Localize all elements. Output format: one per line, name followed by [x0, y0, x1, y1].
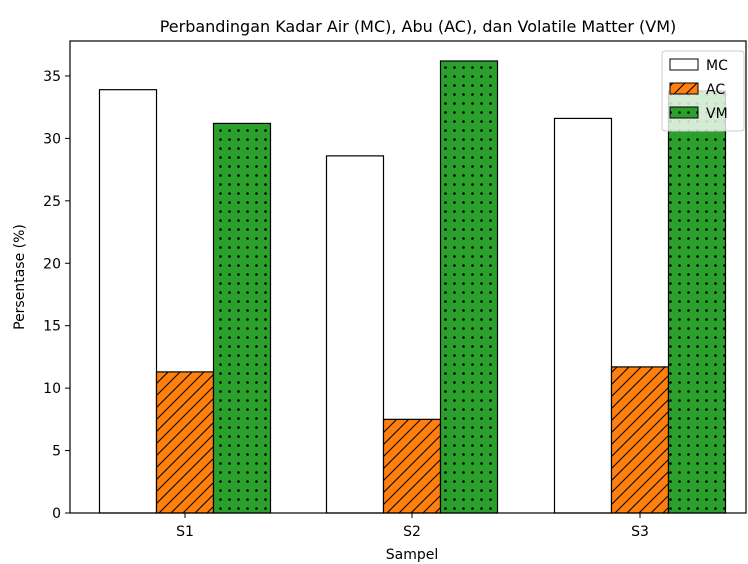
- legend-swatch-mc: [669, 58, 699, 71]
- y-tick-label: 25: [43, 194, 61, 210]
- y-axis: 0 5 10 15 20 25 30 35: [43, 69, 70, 522]
- y-tick-label: 30: [43, 131, 61, 147]
- bar-ac-s2: [382, 418, 442, 514]
- bar-mc-s1: [98, 89, 158, 514]
- x-tick-label: S1: [176, 524, 194, 540]
- bar-vm-s3: [667, 90, 727, 514]
- y-tick-label: 15: [43, 319, 61, 335]
- x-axis: S1 S2 S3: [176, 513, 649, 540]
- y-tick-label: 10: [43, 381, 61, 397]
- bar-vm-s1: [212, 122, 272, 514]
- bar-ac-s1: [155, 371, 215, 514]
- y-tick-label: 35: [43, 69, 61, 85]
- chart-title: Perbandingan Kadar Air (MC), Abu (AC), d…: [160, 17, 677, 36]
- legend-swatch-ac: [669, 82, 699, 95]
- y-tick-label: 0: [52, 506, 61, 522]
- legend-label-mc: MC: [706, 58, 728, 74]
- legend-label-vm: VM: [706, 106, 728, 122]
- x-tick-label: S2: [403, 524, 421, 540]
- legend: MC AC VM: [661, 50, 745, 132]
- bar-mc-s2: [325, 155, 385, 514]
- bar-vm-s2: [439, 60, 499, 514]
- legend-label-ac: AC: [706, 82, 725, 98]
- bar-ac-s3: [610, 366, 670, 514]
- x-tick-label: S3: [631, 524, 649, 540]
- legend-swatch-vm: [669, 106, 699, 119]
- plot-frame: [69, 40, 747, 514]
- x-axis-label: Sampel: [386, 547, 439, 563]
- y-tick-label: 5: [52, 444, 61, 460]
- bar-mc-s3: [553, 117, 613, 514]
- y-axis-label: Persentase (%): [12, 224, 28, 330]
- y-tick-label: 20: [43, 256, 61, 272]
- bars-group: [98, 60, 727, 514]
